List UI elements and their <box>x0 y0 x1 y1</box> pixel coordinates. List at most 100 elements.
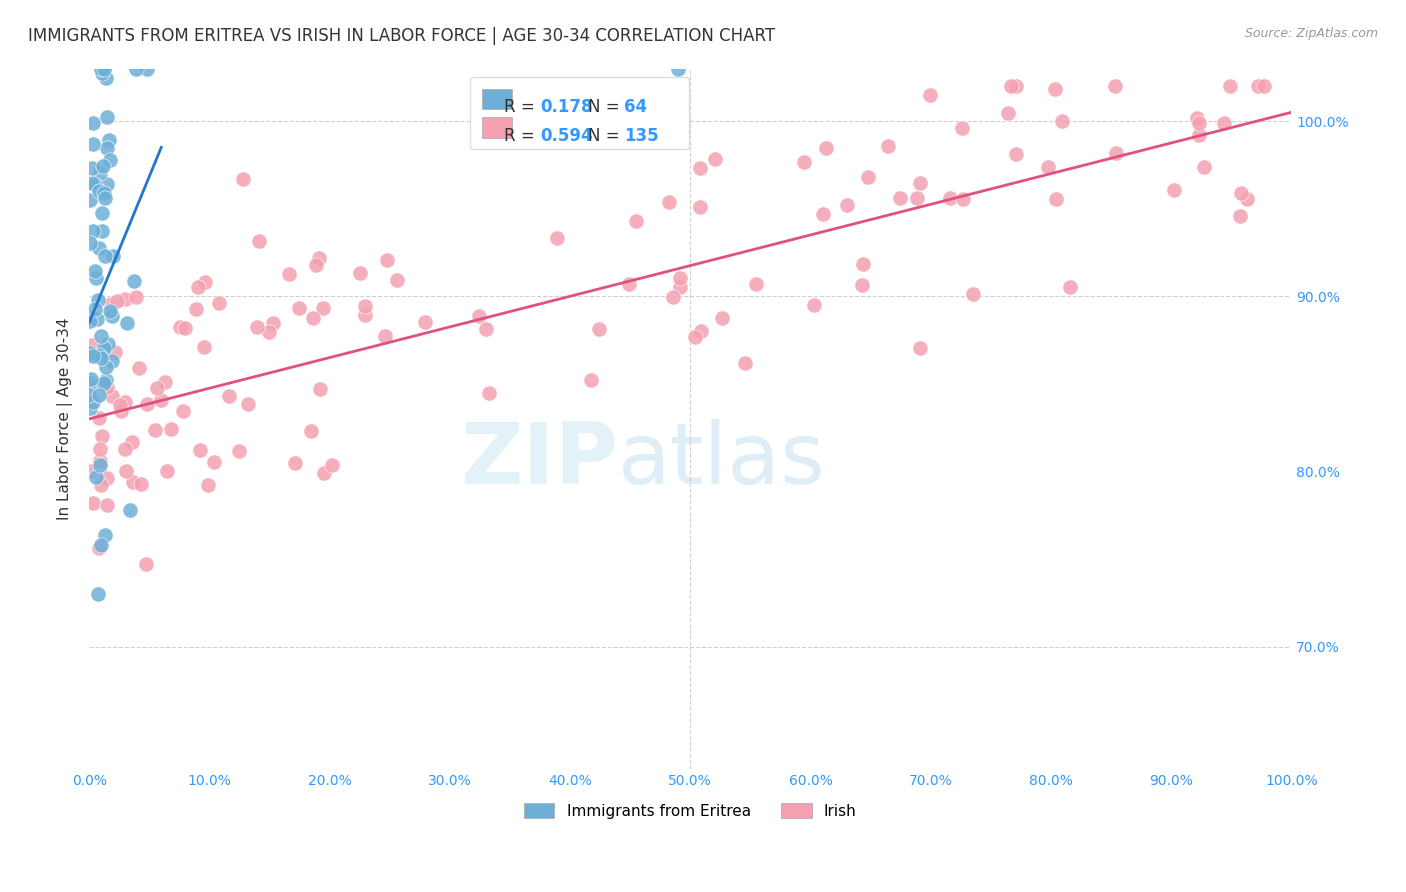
Point <box>710 311 733 326</box>
Point <box>156 464 179 478</box>
Point <box>82 495 104 509</box>
Point <box>1188 128 1211 143</box>
Point <box>228 443 250 458</box>
Point <box>312 301 335 315</box>
Point <box>90 538 112 552</box>
Text: 135: 135 <box>624 128 659 145</box>
Point <box>135 557 157 571</box>
Point <box>94 71 117 86</box>
Point <box>950 120 973 135</box>
Point <box>155 375 177 389</box>
Point <box>79 235 101 250</box>
Point <box>125 62 148 76</box>
Point <box>90 224 112 238</box>
Legend: Immigrants from Eritrea, Irish: Immigrants from Eritrea, Irish <box>517 797 863 825</box>
Point <box>93 376 115 391</box>
Point <box>1218 78 1240 93</box>
Text: 0.594: 0.594 <box>540 128 592 145</box>
Point <box>105 294 128 309</box>
Point <box>96 141 118 155</box>
Point <box>920 88 942 103</box>
Point <box>94 360 117 375</box>
Point <box>87 411 110 425</box>
Text: 64: 64 <box>624 98 647 116</box>
Point <box>96 380 118 394</box>
Point <box>1213 116 1236 130</box>
Point <box>685 330 707 344</box>
Point <box>468 309 491 323</box>
Point <box>851 278 873 293</box>
Point <box>1045 192 1067 206</box>
Point <box>80 161 103 175</box>
Point <box>304 258 326 272</box>
Point <box>187 279 209 293</box>
Point <box>114 394 136 409</box>
Point <box>877 139 900 153</box>
Point <box>114 442 136 456</box>
Text: Source: ZipAtlas.com: Source: ZipAtlas.com <box>1244 27 1378 40</box>
Point <box>491 91 513 105</box>
Point <box>257 325 280 339</box>
Point <box>122 475 145 489</box>
Point <box>689 200 711 214</box>
Point <box>1059 280 1081 294</box>
Point <box>193 340 215 354</box>
Point <box>1230 186 1253 200</box>
Point <box>114 292 136 306</box>
Text: 0.178: 0.178 <box>540 98 592 116</box>
Point <box>1229 210 1251 224</box>
Point <box>129 476 152 491</box>
Point <box>79 388 101 402</box>
Point <box>108 398 131 412</box>
Point <box>284 456 307 470</box>
Point <box>658 194 681 209</box>
Point <box>278 267 301 281</box>
Point <box>997 106 1019 120</box>
Y-axis label: In Labor Force | Age 30-34: In Labor Force | Age 30-34 <box>58 318 73 520</box>
Point <box>80 372 103 386</box>
Point <box>246 320 269 334</box>
Point <box>579 373 602 387</box>
Point <box>96 470 118 484</box>
Point <box>314 466 336 480</box>
Point <box>80 338 103 352</box>
Point <box>122 274 145 288</box>
Point <box>734 356 756 370</box>
Point <box>93 250 115 264</box>
Point <box>101 353 124 368</box>
Point <box>91 65 114 79</box>
Point <box>84 178 107 192</box>
Point <box>905 191 928 205</box>
Point <box>908 341 931 355</box>
Point <box>1105 145 1128 160</box>
Point <box>86 293 108 307</box>
Point <box>96 498 118 512</box>
Point <box>93 62 115 76</box>
Point <box>669 271 692 285</box>
Point <box>87 541 110 556</box>
Point <box>101 309 124 323</box>
Point <box>690 324 713 338</box>
Point <box>236 397 259 411</box>
Point <box>232 172 254 186</box>
Point <box>588 322 610 336</box>
Point <box>87 586 110 600</box>
Point <box>79 314 101 328</box>
Point <box>90 351 112 365</box>
Point <box>96 110 118 124</box>
Point <box>354 299 377 313</box>
Text: N =: N = <box>588 98 624 116</box>
Point <box>98 303 121 318</box>
Point <box>299 424 322 438</box>
Point <box>98 153 121 167</box>
Point <box>87 388 110 402</box>
Point <box>1246 78 1268 93</box>
Point <box>89 458 111 472</box>
Point <box>349 266 371 280</box>
Point <box>387 272 409 286</box>
Point <box>115 464 138 478</box>
Point <box>93 62 115 76</box>
Point <box>814 141 837 155</box>
Point <box>218 389 240 403</box>
Point <box>82 136 104 151</box>
